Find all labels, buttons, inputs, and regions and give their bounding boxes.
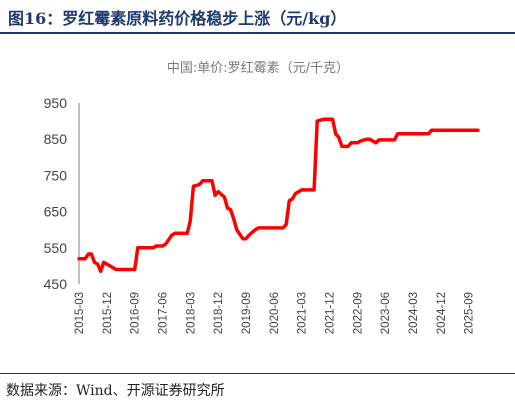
y-tick-label: 550	[44, 240, 68, 256]
x-tick-label: 2022-09	[352, 292, 364, 334]
x-tick-label: 2016-09	[130, 292, 142, 334]
chart: 中国:单价:罗红霉素（元/千克） 450 550 650 750 850 950 2015…	[44, 60, 480, 334]
y-tick-label: 850	[44, 131, 68, 147]
x-tick-label: 2021-12	[325, 292, 337, 334]
y-tick-label: 650	[44, 204, 68, 220]
source-rule	[0, 373, 515, 374]
x-tick-label: 2018-12	[213, 292, 225, 334]
x-tick-label: 2018-03	[185, 292, 197, 334]
x-tick-label: 2015-12	[102, 292, 114, 334]
x-tick-label: 2023-06	[380, 292, 392, 334]
x-tick-label: 2024-03	[408, 292, 420, 334]
y-axis-ticks: 450 550 650 750 850 950	[44, 95, 68, 292]
x-tick-label: 2025-09	[464, 292, 476, 334]
x-axis-ticks: 2015-03 2015-12 2016-09 2017-06 2018-03 2018-…	[74, 292, 476, 334]
series-line	[77, 117, 480, 274]
x-tick-label: 2017-06	[158, 292, 170, 334]
x-tick-label: 2021-03	[297, 292, 309, 334]
x-tick-label: 2024-12	[436, 292, 448, 334]
title-rule	[0, 32, 515, 34]
y-tick-label: 450	[44, 276, 68, 292]
x-tick-label: 2015-03	[74, 292, 86, 334]
x-tick-label: 2020-06	[269, 292, 281, 334]
x-tick-label: 2019-09	[241, 292, 253, 334]
figure-title: 图16：罗红霉素原料药价格稳步上涨（元/kg）	[8, 9, 347, 28]
source-note: 数据来源：Wind、开源证券研究所	[6, 383, 225, 399]
y-tick-label: 750	[44, 167, 68, 183]
chart-title: 中国:单价:罗红霉素（元/千克）	[167, 60, 349, 76]
y-tick-label: 950	[44, 95, 68, 111]
